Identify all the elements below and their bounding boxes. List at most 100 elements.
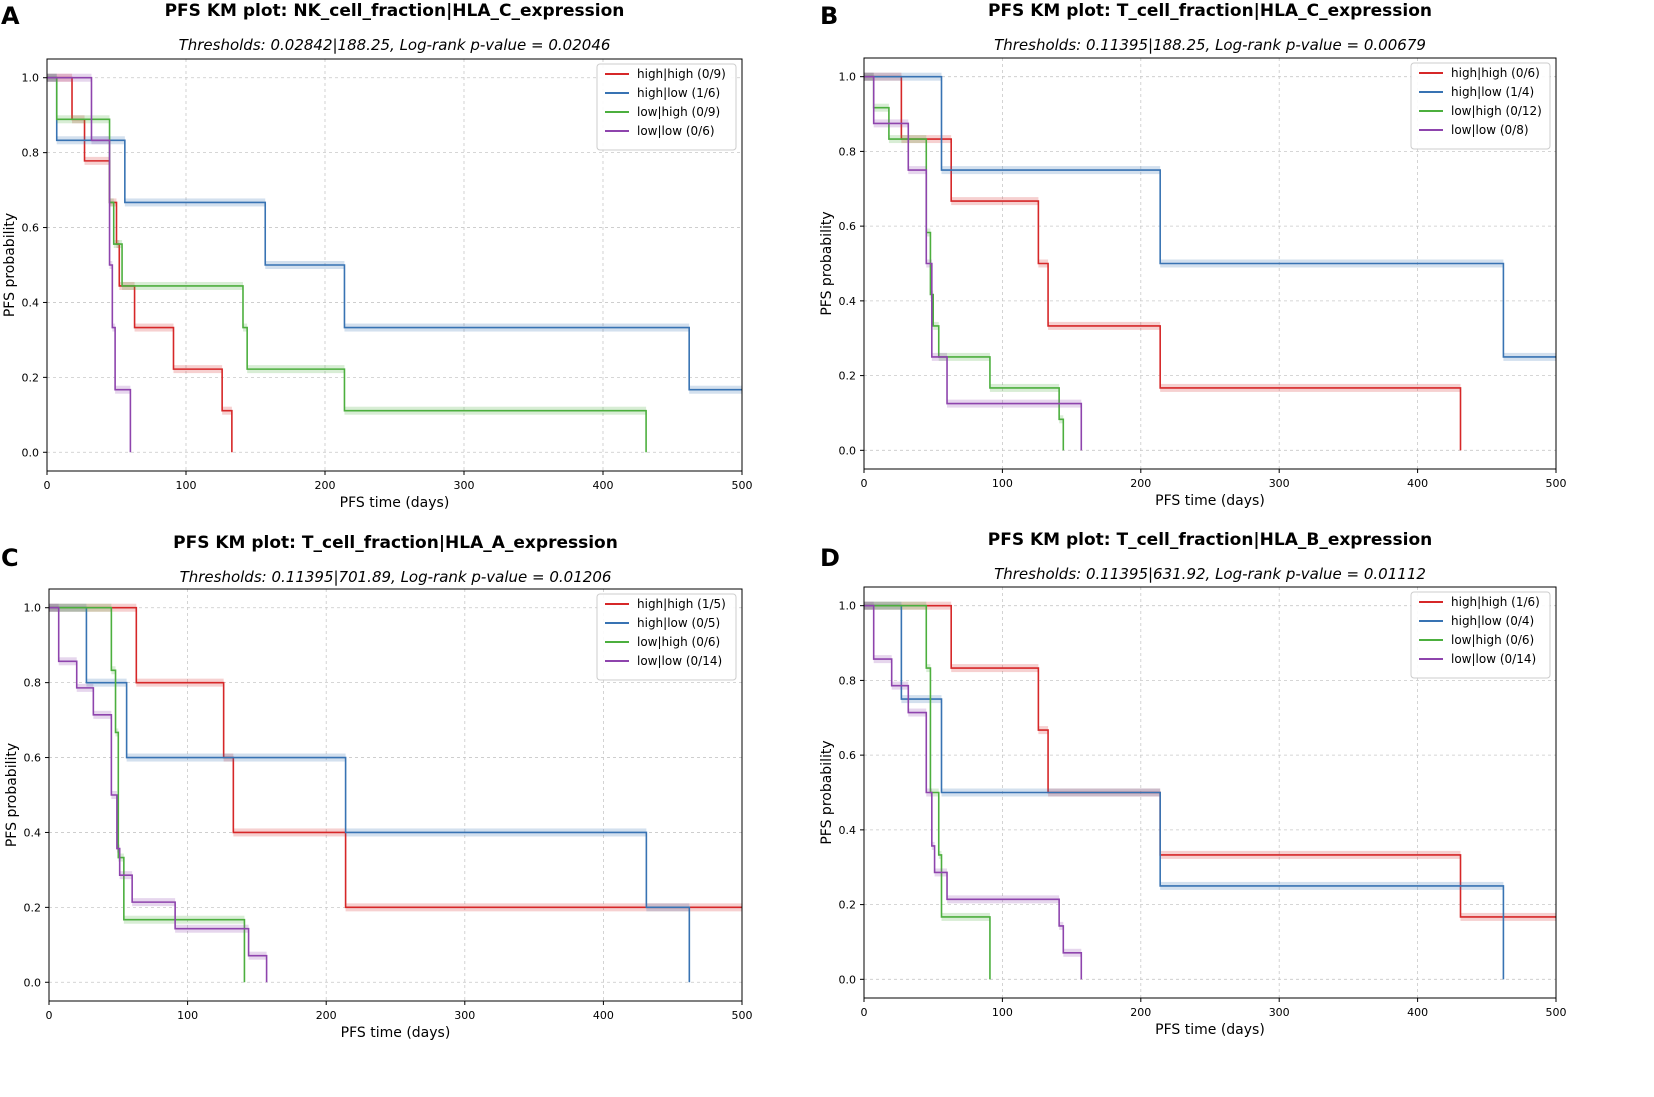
chart-title: PFS KM plot: T_cell_fraction|HLA_C_expre… — [988, 1, 1432, 21]
legend-entry: high|high (0/6) — [1451, 66, 1540, 80]
legend-entry: low|high (0/6) — [1451, 633, 1534, 647]
x-axis-label: PFS time (days) — [341, 1025, 451, 1041]
y-tick-label: 0.6 — [839, 220, 857, 233]
chart-title: PFS KM plot: T_cell_fraction|HLA_A_expre… — [173, 533, 618, 553]
x-tick-label: 0 — [861, 1006, 868, 1019]
y-tick-label: 0.6 — [839, 749, 857, 762]
y-tick-label: 0.0 — [24, 976, 42, 989]
x-tick-label: 300 — [1269, 477, 1290, 490]
x-tick-label: 500 — [732, 1009, 753, 1022]
y-axis-label: PFS probability — [819, 211, 835, 315]
y-tick-label: 0.8 — [24, 677, 42, 690]
plot-frame — [863, 57, 1557, 470]
km-curve-high-high — [864, 604, 1556, 918]
y-tick-label: 1.0 — [24, 602, 42, 615]
plot-frame — [48, 588, 743, 1002]
chart-subtitle: Thresholds: 0.11395|631.92, Log-rank p-v… — [994, 565, 1426, 583]
legend-entry: low|high (0/12) — [1451, 104, 1542, 118]
chart-title: PFS KM plot: NK_cell_fraction|HLA_C_expr… — [165, 1, 625, 21]
km-panel-c: C PFS KM plot: T_cell_fraction|HLA_A_expr… — [1, 533, 753, 1041]
km-curve-high-high — [47, 76, 233, 453]
x-tick-label: 500 — [1546, 1006, 1567, 1019]
legend-entry: high|low (0/4) — [1451, 614, 1534, 628]
x-tick-label: 200 — [316, 1009, 337, 1022]
legend-box — [596, 593, 737, 681]
legend-entry: low|low (0/8) — [1451, 123, 1529, 137]
chart-subtitle: Thresholds: 0.11395|701.89, Log-rank p-v… — [180, 568, 612, 586]
legend-entry: low|high (0/9) — [637, 105, 720, 119]
km-curve-low-high — [49, 606, 246, 983]
km-curve-low-high — [864, 604, 991, 980]
x-tick-label: 100 — [992, 1006, 1013, 1019]
legend-entry: high|high (1/6) — [1451, 595, 1540, 609]
legend-box — [1410, 591, 1551, 679]
km-panel-d: D PFS KM plot: T_cell_fraction|HLA_B_expr… — [819, 530, 1567, 1038]
y-tick-label: 0.2 — [24, 901, 42, 914]
legend-entry: low|high (0/6) — [637, 635, 720, 649]
x-axis-label: PFS time (days) — [1155, 493, 1265, 509]
y-tick-label: 0.6 — [24, 752, 42, 765]
y-tick-label: 0.0 — [839, 444, 857, 457]
x-tick-label: 300 — [1269, 1006, 1290, 1019]
y-tick-label: 0.2 — [839, 899, 857, 912]
y-axis-label: PFS probability — [4, 743, 20, 847]
panel-letter: C — [1, 544, 19, 572]
x-axis-label: PFS time (days) — [340, 495, 450, 511]
x-tick-label: 400 — [1407, 1006, 1428, 1019]
km-curve-low-low — [864, 75, 1083, 451]
y-tick-label: 0.4 — [24, 826, 42, 839]
y-tick-label: 1.0 — [839, 600, 857, 613]
x-tick-label: 0 — [46, 1009, 53, 1022]
panel-letter: B — [820, 2, 838, 30]
y-tick-label: 0.4 — [839, 824, 857, 837]
km-curve-high-low — [864, 75, 1556, 358]
legend-entry: high|high (0/9) — [637, 67, 726, 81]
km-curve-low-low — [47, 76, 132, 453]
panel-letter: D — [820, 544, 840, 572]
y-tick-label: 1.0 — [22, 72, 40, 85]
y-tick-label: 0.4 — [22, 296, 40, 309]
panel-letter: A — [1, 2, 20, 30]
legend: high|high (0/6) high|low (1/4) low|high (0… — [1410, 62, 1551, 150]
chart-subtitle: Thresholds: 0.02842|188.25, Log-rank p-v… — [179, 36, 611, 54]
km-curve-high-low — [864, 604, 1505, 980]
y-tick-label: 0.8 — [22, 147, 40, 160]
x-tick-label: 400 — [593, 479, 614, 492]
x-tick-label: 500 — [732, 479, 753, 492]
x-tick-label: 400 — [1407, 477, 1428, 490]
legend-entry: low|low (0/14) — [637, 654, 722, 668]
km-curve-low-low — [49, 606, 268, 983]
y-tick-label: 1.0 — [839, 71, 857, 84]
legend: high|high (1/6) high|low (0/4) low|high (0… — [1410, 591, 1551, 679]
plot-frame — [46, 58, 743, 472]
y-tick-label: 0.8 — [839, 674, 857, 687]
legend-entry: high|high (1/5) — [637, 597, 726, 611]
x-tick-label: 100 — [177, 1009, 198, 1022]
km-curve-low-high — [47, 76, 647, 453]
legend-entry: high|low (0/5) — [637, 616, 720, 630]
x-tick-label: 200 — [1130, 1006, 1151, 1019]
legend: high|high (1/5) high|low (0/5) low|high (0… — [596, 593, 737, 681]
legend-box — [596, 63, 737, 151]
km-curve-low-high — [864, 75, 1065, 451]
chart-subtitle: Thresholds: 0.11395|188.25, Log-rank p-v… — [994, 36, 1426, 54]
legend-entry: low|low (0/6) — [637, 124, 715, 138]
km-curve-high-low — [49, 606, 691, 983]
plot-frame — [863, 586, 1557, 999]
x-tick-label: 0 — [861, 477, 868, 490]
y-tick-label: 0.4 — [839, 295, 857, 308]
x-tick-label: 200 — [1130, 477, 1151, 490]
x-axis-label: PFS time (days) — [1155, 1022, 1265, 1038]
x-tick-label: 500 — [1546, 477, 1567, 490]
y-tick-label: 0.2 — [22, 371, 40, 384]
y-axis-label: PFS probability — [2, 213, 18, 317]
km-panel-a: A PFS KM plot: NK_cell_fraction|HLA_C_exp… — [1, 1, 753, 511]
y-axis-label: PFS probability — [819, 740, 835, 844]
km-curve-low-low — [864, 604, 1083, 980]
legend-entry: low|low (0/14) — [1451, 652, 1536, 666]
legend-entry: high|low (1/4) — [1451, 85, 1534, 99]
y-tick-label: 0.0 — [839, 973, 857, 986]
legend-entry: high|low (1/6) — [637, 86, 720, 100]
y-tick-label: 0.6 — [22, 222, 40, 235]
